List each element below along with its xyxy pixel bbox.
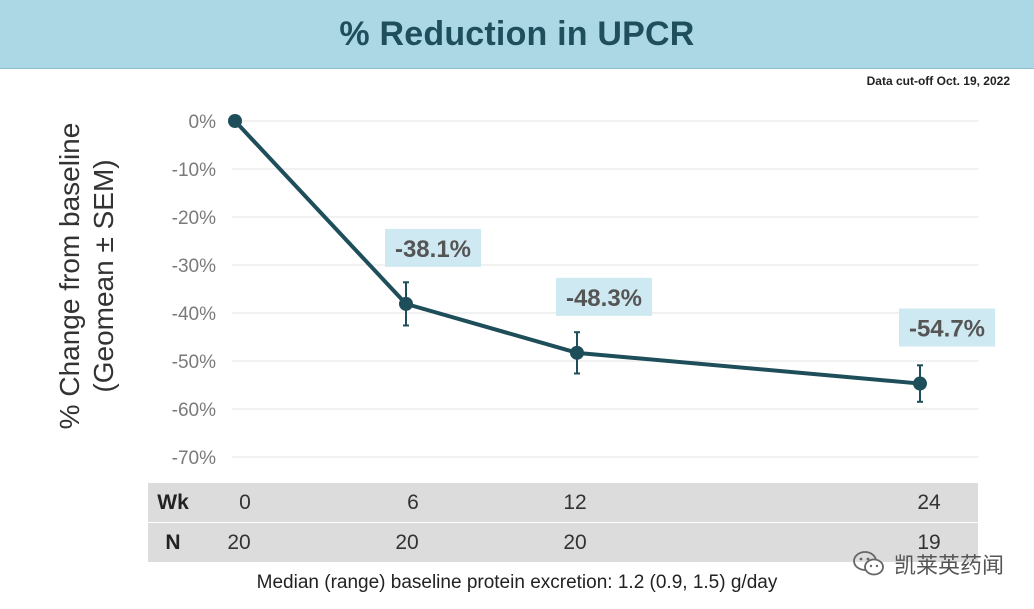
y-tick-label: 0% xyxy=(189,112,217,133)
watermark: 凯莱英药闻 xyxy=(852,548,1004,580)
y-tick-label: -60% xyxy=(172,400,216,421)
series-line xyxy=(233,119,921,386)
week-row-header: Wk xyxy=(157,491,189,514)
n-cell: 20 xyxy=(395,531,419,554)
n-cell: 20 xyxy=(227,531,251,554)
error-bars xyxy=(403,281,923,403)
line-chart: 0% -10% -20% -30% -40% -50% -60% -70% -38.1% -48… xyxy=(172,112,995,469)
y-tick-label: -20% xyxy=(172,208,216,229)
week-row: Wk 0 6 12 24 xyxy=(148,483,978,522)
y-tick-label: -40% xyxy=(172,304,216,325)
week-cell: 6 xyxy=(407,491,419,514)
y-tick-label: -50% xyxy=(172,352,216,373)
footnote: Median (range) baseline protein excretio… xyxy=(256,572,778,593)
n-cell: 19 xyxy=(917,531,941,554)
point-label: -38.1% xyxy=(395,236,471,263)
data-points xyxy=(228,114,927,391)
watermark-text: 凯莱英药闻 xyxy=(893,553,1004,578)
data-point xyxy=(913,376,927,391)
cutoff-note: Data cut-off Oct. 19, 2022 xyxy=(866,74,1010,88)
point-label: -54.7% xyxy=(909,316,985,343)
n-row: N 20 20 20 19 xyxy=(148,523,978,562)
page-title: % Reduction in UPCR xyxy=(339,14,695,53)
y-tick-label: -70% xyxy=(172,448,216,469)
data-point xyxy=(570,345,584,360)
point-label-box xyxy=(899,308,995,347)
y-tick-label: -30% xyxy=(172,256,216,277)
y-tick-labels: 0% -10% -20% -30% -40% -50% -60% -70% xyxy=(172,112,216,469)
week-cell: 0 xyxy=(239,491,251,514)
data-point xyxy=(228,114,242,128)
week-cell: 12 xyxy=(563,491,587,514)
week-cell: 24 xyxy=(917,491,941,514)
y-tick-label: -10% xyxy=(172,160,216,181)
n-row-header: N xyxy=(165,531,181,554)
point-label: -48.3% xyxy=(566,285,642,312)
wechat-icon xyxy=(853,551,884,576)
point-label-box xyxy=(556,277,652,316)
point-label-box xyxy=(385,228,481,267)
data-point xyxy=(399,296,413,311)
point-labels: -38.1% -48.3% -54.7% xyxy=(385,228,995,347)
title-banner: % Reduction in UPCR xyxy=(0,0,1034,69)
n-cell: 20 xyxy=(563,531,587,554)
